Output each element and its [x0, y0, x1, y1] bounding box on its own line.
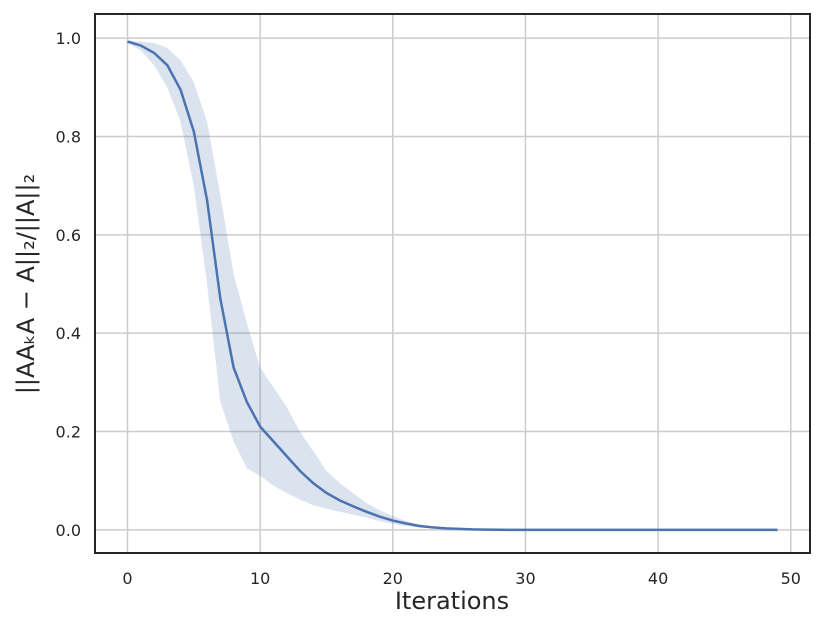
x-tick-label: 20 [383, 569, 403, 588]
y-tick-label: 1.0 [56, 29, 81, 48]
x-tick-label: 10 [250, 569, 270, 588]
x-axis-label: Iterations [395, 587, 509, 615]
y-tick-label: 0.6 [56, 226, 81, 245]
y-tick-label: 0.0 [56, 521, 81, 540]
x-tick-label: 40 [648, 569, 668, 588]
y-axis-label: ||AAₖA − A||₂/||A||₂ [12, 174, 40, 394]
x-tick-label: 50 [781, 569, 801, 588]
y-tick-label: 0.2 [56, 423, 81, 442]
confidence-band [127, 40, 778, 530]
line [127, 40, 778, 532]
plot-frame [94, 13, 811, 554]
x-tick-label: 30 [515, 569, 535, 588]
x-tick-label: 0 [122, 569, 132, 588]
y-tick-label: 0.8 [56, 127, 81, 146]
y-tick-label: 0.4 [56, 324, 81, 343]
